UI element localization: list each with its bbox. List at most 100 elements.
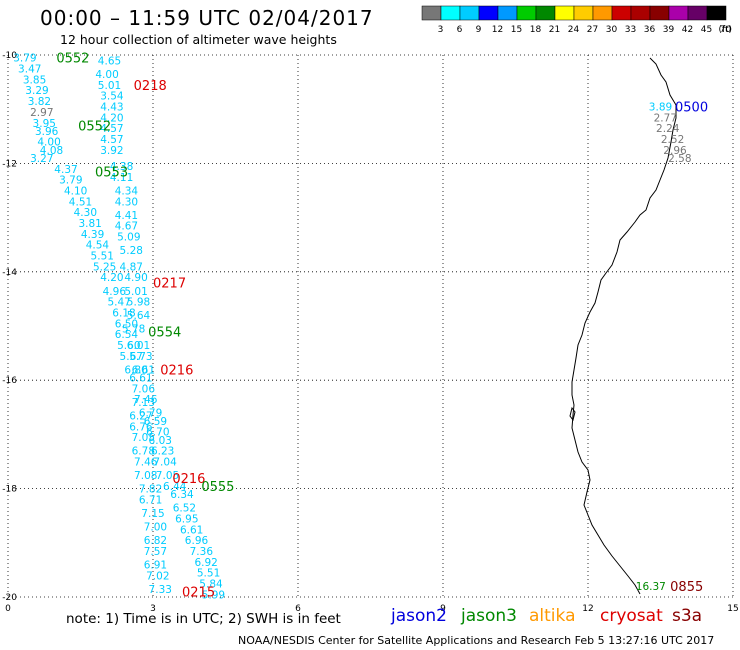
swh-value: 5.60 — [117, 340, 140, 352]
swh-value: 7.08 — [134, 470, 157, 482]
colorbar-label: 24 — [568, 25, 580, 35]
swh-value: 4.67 — [115, 221, 138, 233]
swh-value: 3.96 — [35, 126, 59, 138]
swh-value: 3.92 — [100, 145, 123, 157]
y-tick-label: -14 — [2, 268, 17, 278]
swh-value: 4.57 — [100, 123, 123, 135]
swh-value: 7.82 — [139, 484, 162, 496]
track-label: 0500 — [675, 100, 708, 115]
swh-value: 7.46 — [134, 394, 158, 406]
track-label: 0217 — [153, 277, 186, 292]
colorbar-swatch — [592, 5, 613, 21]
swh-value: 5.51 — [91, 251, 114, 263]
chart-grid — [7, 54, 734, 598]
swh-value: 6.61 — [132, 364, 155, 376]
colorbar-swatch — [459, 5, 480, 21]
swh-value: 4.96 — [103, 286, 127, 298]
swh-value: 6.96 — [185, 535, 209, 547]
swh-value: 4.00 — [95, 69, 118, 81]
swh-value: 5.01 — [98, 80, 121, 92]
x-tick-label: 6 — [295, 604, 301, 614]
swh-value: 5.64 — [127, 310, 151, 322]
x-tick-label: 3 — [150, 604, 156, 614]
swh-value: 4.43 — [100, 101, 123, 113]
swh-value: 6.23 — [151, 446, 174, 458]
swh-value: 6.18 — [112, 307, 135, 319]
swh-value: 3.82 — [28, 96, 51, 108]
mission-altika: altika — [529, 606, 576, 626]
swh-value: 6.54 — [115, 329, 139, 341]
swh-value: 3.95 — [33, 118, 56, 130]
swh-value: 4.20 — [100, 112, 123, 124]
colorbar-label: 21 — [549, 25, 560, 35]
swh-value: 6.92 — [194, 557, 217, 569]
swh-value: 6.27 — [129, 410, 152, 422]
swh-value: 4.54 — [86, 240, 110, 252]
swh-value: 7.15 — [141, 508, 164, 520]
track-label: 0552 — [78, 119, 111, 134]
colorbar-swatch — [630, 5, 651, 21]
swh-value: 6.61 — [129, 372, 152, 384]
colorbar-swatch — [668, 5, 689, 21]
swh-value: 5.99 — [202, 589, 225, 601]
swh-value: 4.51 — [69, 196, 92, 208]
x-tick-label: 9 — [440, 604, 446, 614]
swh-value: 7.57 — [144, 546, 167, 558]
colorbar-label: 30 — [606, 25, 618, 35]
swh-value: 4.90 — [124, 272, 147, 284]
y-tick-label: -20 — [2, 593, 17, 603]
colorbar-swatch — [478, 5, 499, 21]
swh-value: 3.29 — [25, 85, 48, 97]
swh-value: 5.67 — [120, 351, 143, 363]
y-tick-label: -12 — [2, 159, 17, 169]
colorbar-swatch — [554, 5, 575, 21]
track-label: 0552 — [56, 52, 89, 67]
swh-value: 4.57 — [100, 134, 123, 146]
colorbar-label: 42 — [682, 25, 693, 35]
coastline-island — [569, 406, 576, 422]
colorbar-swatch — [535, 5, 556, 21]
y-tick-label: -18 — [2, 485, 17, 495]
colorbar-label: 70 — [720, 25, 732, 35]
swh-value: 6.50 — [115, 318, 138, 330]
swh-value: 3.79 — [59, 175, 82, 187]
colorbar-label: 36 — [644, 25, 656, 35]
swh-value: 7.06 — [132, 383, 156, 395]
colorbar-swatch — [573, 5, 594, 21]
swh-value: 4.37 — [54, 164, 77, 176]
y-tick-label: -10 — [2, 51, 17, 61]
colorbar-label: 27 — [587, 25, 598, 35]
colorbar-label: 9 — [476, 25, 482, 35]
swh-value: 5.25 — [93, 261, 116, 273]
swh-value: 5.73 — [129, 351, 152, 363]
swh-value: 4.30 — [74, 207, 97, 219]
swh-value: 4.39 — [81, 229, 104, 241]
x-tick-label: 15 — [727, 604, 738, 614]
swh-value: 7.33 — [149, 584, 172, 596]
axis-ticks: 0 3 6 9 12 15 -10 -12 -14 -16 -18 -20 — [2, 51, 738, 614]
swh-value: 3.85 — [23, 74, 46, 86]
page-subtitle: 12 hour collection of altimeter wave hei… — [60, 32, 337, 47]
swh-value: 5.78 — [122, 324, 145, 336]
swh-value: 4.10 — [64, 186, 87, 198]
swh-value: 7.04 — [153, 457, 177, 469]
track-label: 0553 — [95, 166, 128, 181]
track-label: 0855 — [670, 580, 703, 595]
x-tick-label: 0 — [5, 604, 11, 614]
track-label: 0215 — [182, 586, 215, 601]
footer-credit: NOAA/NESDIS Center for Satellite Applica… — [238, 634, 715, 647]
colorbar-swatch — [649, 5, 670, 21]
swh-value: 2.96 — [663, 145, 687, 157]
mission-cryosat: cryosat — [600, 606, 663, 626]
swh-value: 6.03 — [149, 435, 172, 447]
swh-value: 5.51 — [197, 568, 220, 580]
swh-value: 4.41 — [115, 210, 138, 222]
track-label: 0554 — [148, 325, 181, 340]
track-labels: 0552021805520553021705540216021605550215… — [56, 52, 708, 601]
colorbar-unit: (ft) — [718, 25, 732, 35]
track-label: 0216 — [172, 472, 205, 487]
swh-value: 6.34 — [170, 489, 194, 501]
colorbar-swatch — [611, 5, 632, 21]
colorbar-label: 3 — [438, 25, 444, 35]
